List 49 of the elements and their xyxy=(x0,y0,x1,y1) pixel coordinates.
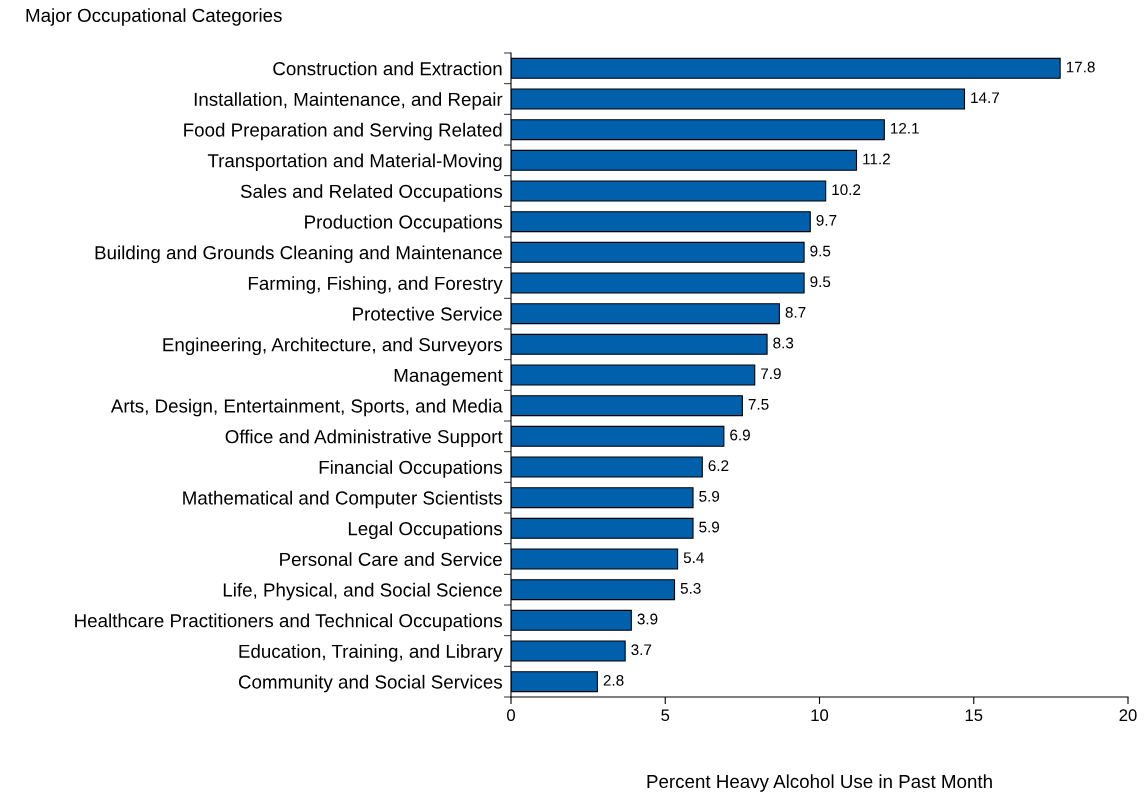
y-tick-label: Management xyxy=(394,368,503,386)
data-label: 9.5 xyxy=(810,245,831,257)
data-label: 10.2 xyxy=(832,184,861,196)
y-tick-label: Engineering, Architecture, and Surveyors xyxy=(163,337,503,356)
x-tick-label: 5 xyxy=(661,709,670,722)
data-label: 2.8 xyxy=(603,674,624,686)
y-tick-label: Building and Grounds Cleaning and Maintenance xyxy=(95,245,502,264)
y-tick-label: Farming, Fishing, and Forestry xyxy=(248,276,503,294)
data-label: 5.9 xyxy=(699,521,720,533)
y-tick-label: Arts, Design, Entertainment, Sports, and Media xyxy=(110,398,503,417)
y-tick-label: Community and Social Services xyxy=(238,674,502,693)
data-label: 5.4 xyxy=(683,552,704,564)
data-label: 9.7 xyxy=(816,214,837,226)
data-label: 17.8 xyxy=(1066,61,1095,73)
y-tick-label: Financial Occupations xyxy=(319,460,502,478)
y-tick-label: Production Occupations xyxy=(305,214,502,233)
y-tick-label: Personal Care and Service xyxy=(280,552,502,566)
y-tick-label: Sales and Related Occupations xyxy=(240,184,503,202)
data-label: 11.2 xyxy=(863,153,890,165)
y-axis-title: Major Occupational Categories xyxy=(26,8,282,26)
data-label: 7.5 xyxy=(748,399,769,410)
y-tick-label: Transportation and Material-Moving xyxy=(207,153,502,172)
data-label: 7.9 xyxy=(761,368,781,380)
y-tick-label: Protective Service xyxy=(353,306,502,321)
data-label: 6.9 xyxy=(730,429,750,441)
data-label: 6.2 xyxy=(708,460,729,472)
data-label: 3.7 xyxy=(631,644,652,656)
data-label: 5.9 xyxy=(699,490,720,502)
data-label: 14.7 xyxy=(971,92,1000,103)
x-axis-title: Percent Heavy Alcohol Use in Past Month xyxy=(647,774,992,792)
data-label: 9.5 xyxy=(810,276,831,288)
data-label: 8.3 xyxy=(773,337,794,349)
y-tick-label: Food Preparation and Serving Related xyxy=(184,122,502,141)
y-tick-label: Office and Administrative Support xyxy=(225,429,503,448)
x-tick-label: 15 xyxy=(965,709,983,722)
data-label: 3.9 xyxy=(637,613,658,625)
y-tick-label: Healthcare Practitioners and Technical Occupations xyxy=(75,613,503,632)
x-tick-label: 10 xyxy=(811,709,829,722)
y-tick-label: Legal Occupations xyxy=(348,521,502,540)
y-tick-label: Construction and Extraction xyxy=(273,61,502,76)
y-tick-label: Mathematical and Computer Scientists xyxy=(183,490,503,509)
x-tick-label: 0 xyxy=(507,709,515,722)
data-label: 8.7 xyxy=(785,306,806,318)
data-label: 5.3 xyxy=(680,582,701,594)
y-tick-label: Installation, Maintenance, and Repair xyxy=(194,92,503,110)
data-label: 12.1 xyxy=(891,122,919,134)
x-tick-label: 20 xyxy=(1119,709,1137,722)
y-tick-label: Education, Training, and Library xyxy=(239,644,503,662)
y-tick-label: Life, Physical, and Social Science xyxy=(223,582,502,601)
